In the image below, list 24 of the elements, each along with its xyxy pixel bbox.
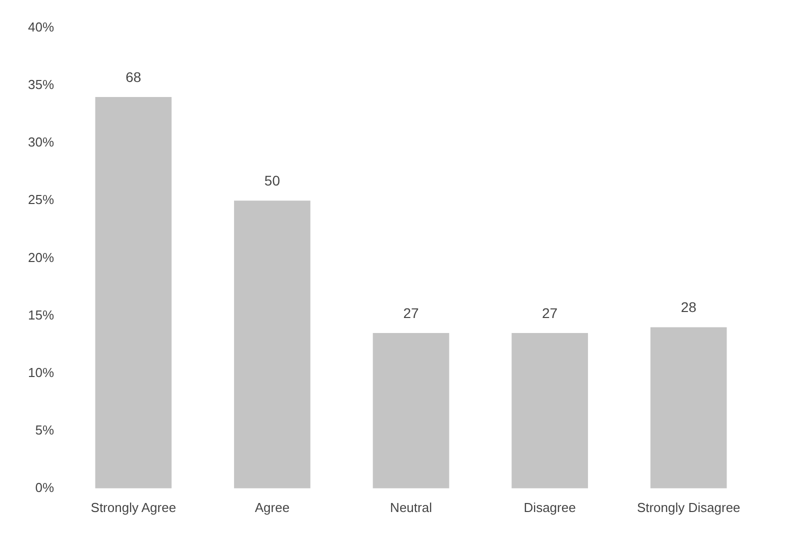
y-tick-label: 30%: [28, 134, 54, 150]
y-tick-label: 15%: [28, 307, 54, 322]
y-tick-label: 35%: [28, 77, 54, 92]
y-tick-label: 25%: [28, 192, 54, 208]
bar: [650, 327, 727, 488]
x-tick-label: Strongly Disagree: [636, 500, 740, 515]
x-tick-label: Strongly Agree: [90, 500, 176, 515]
annotation: 27: [403, 304, 420, 321]
y-tick-label: 20%: [28, 250, 54, 265]
y-tick-label: 5%: [35, 422, 54, 438]
annotation: 27: [542, 304, 558, 321]
y-tick-label: 40%: [28, 20, 54, 35]
bar: [95, 97, 172, 488]
bar: [234, 200, 310, 488]
y-tick-label: 0%: [35, 480, 54, 495]
annotation: 50: [264, 172, 280, 189]
x-tick-label: Disagree: [524, 500, 576, 515]
x-tick-label: Agree: [254, 500, 290, 515]
bar: [512, 333, 588, 488]
y-tick-label: 10%: [28, 364, 54, 380]
x-tick-label: Neutral: [390, 500, 432, 515]
annotation: 68: [126, 68, 142, 85]
bar: [372, 333, 450, 488]
annotation: 28: [680, 299, 697, 316]
